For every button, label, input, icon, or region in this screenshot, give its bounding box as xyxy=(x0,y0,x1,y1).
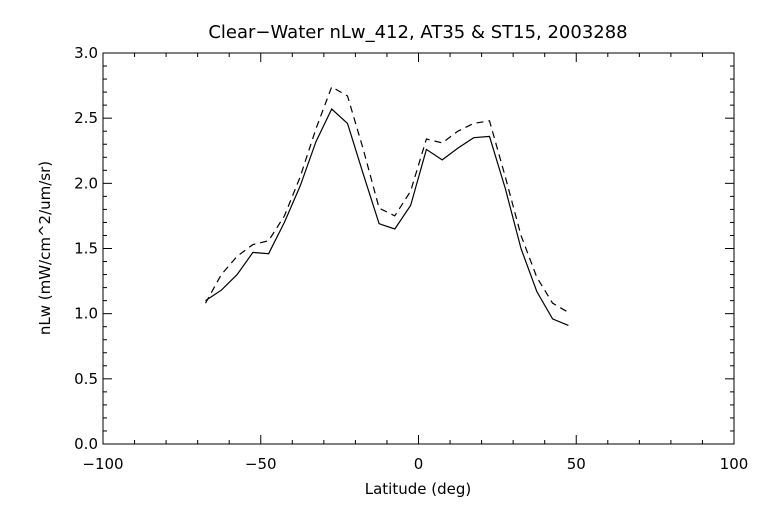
x-tick-label: −50 xyxy=(245,455,277,473)
y-tick-label: 2.0 xyxy=(74,174,98,192)
y-axis-label: nLw (mW/cm^2/um/sr) xyxy=(36,161,54,335)
y-tick-label: 1.0 xyxy=(74,305,98,323)
x-tick-label: 100 xyxy=(720,455,749,473)
x-axis-label: Latitude (deg) xyxy=(365,480,471,498)
y-tick-label: 2.5 xyxy=(74,109,98,127)
x-tick-labels: −100 −50 0 50 100 xyxy=(82,455,748,473)
axis-ticks xyxy=(102,52,735,445)
series-line-dashed xyxy=(204,86,569,313)
x-tick-label: 50 xyxy=(567,455,586,473)
series-layer xyxy=(204,86,569,326)
x-tick-label: 0 xyxy=(414,455,424,473)
y-tick-label: 1.5 xyxy=(74,240,98,258)
series-line-solid xyxy=(205,108,569,326)
chart-title: Clear−Water nLw_412, AT35 & ST15, 200328… xyxy=(208,22,627,43)
plot-frame xyxy=(102,52,735,445)
y-tick-label: 0.5 xyxy=(74,370,98,388)
y-tick-labels: 0.0 0.5 1.0 1.5 2.0 2.5 3.0 xyxy=(74,44,98,453)
y-tick-label: 0.0 xyxy=(74,435,98,453)
y-tick-label: 3.0 xyxy=(74,44,98,62)
x-tick-label: −100 xyxy=(82,455,123,473)
